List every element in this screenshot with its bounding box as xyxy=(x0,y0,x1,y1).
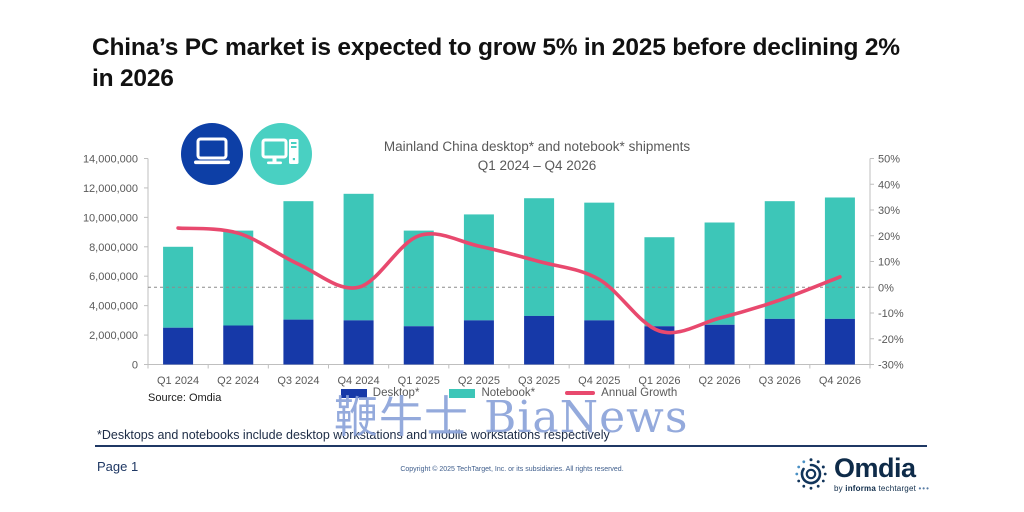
source-note: Source: Omdia xyxy=(148,392,222,404)
tagline-by: by xyxy=(834,484,846,493)
omdia-wordmark: Omdia xyxy=(834,453,916,483)
notebook-bar-segment xyxy=(584,202,615,321)
desktop-bar-segment xyxy=(824,318,855,365)
page-title-line2: in 2026 xyxy=(92,64,174,92)
chart-subtitle: Q1 2024 – Q4 2026 xyxy=(477,157,597,173)
x-axis-label: Q3 2024 xyxy=(277,375,319,387)
footnote: *Desktops and notebooks include desktop … xyxy=(97,428,610,442)
desktop-pc-icon xyxy=(250,123,312,185)
y-right-tick-label: 20% xyxy=(878,231,900,243)
notebook-swatch-icon xyxy=(449,388,476,398)
notebook-bar-segment xyxy=(343,193,374,321)
desktop-bar-segment xyxy=(163,327,194,365)
y-right-tick-label: -20% xyxy=(878,334,904,346)
y-left-tick-label: 2,000,000 xyxy=(89,330,138,342)
desktop-bar-segment xyxy=(343,320,374,365)
page-title-line1: China’s PC market is expected to grow 5%… xyxy=(92,34,900,61)
desktop-swatch-icon xyxy=(340,388,367,398)
chart-legend: Desktop* Notebook* Annual Growth xyxy=(148,387,870,399)
page-title: China’s PC market is expected to grow 5%… xyxy=(92,33,972,94)
notebook-bar-segment xyxy=(644,237,675,327)
legend-item-growth: Annual Growth xyxy=(565,387,677,399)
annual-growth-line xyxy=(176,226,842,335)
legend-label-desktop: Desktop* xyxy=(372,387,420,399)
x-axis-labels: Q1 2024 Q2 2024 Q3 2024 Q4 2024 Q1 2025 Q2 20… xyxy=(157,375,861,387)
legend-label-notebook: Notebook* xyxy=(481,387,536,399)
x-axis-label: Q4 2026 xyxy=(819,375,861,387)
y-left-tick-label: 8,000,000 xyxy=(89,242,138,254)
y-right-tick-label: 40% xyxy=(878,179,900,191)
desktop-bar-segment xyxy=(223,325,254,365)
x-axis-label: Q2 2025 xyxy=(458,375,500,387)
stacked-bars xyxy=(163,193,855,365)
y-right-tick-label: 10% xyxy=(878,257,900,269)
notebook-bar-segment xyxy=(704,222,735,325)
laptop-icon xyxy=(181,123,243,185)
x-axis-label: Q4 2025 xyxy=(578,375,620,387)
copyright-text: Copyright © 2025 TechTarget, Inc. or its… xyxy=(400,466,624,473)
device-icons xyxy=(181,123,312,185)
x-axis-label: Q3 2025 xyxy=(518,375,560,387)
y-right-tick-label: 0% xyxy=(878,282,894,294)
notebook-bar-segment xyxy=(824,197,855,319)
desktop-bar-segment xyxy=(764,318,795,365)
legend-item-desktop: Desktop* xyxy=(340,387,420,399)
y-left-tick-label: 14,000,000 xyxy=(83,154,138,166)
desktop-bar-segment xyxy=(463,320,494,365)
desktop-bar-segment xyxy=(283,319,314,365)
y-left-tick-label: 6,000,000 xyxy=(89,271,138,283)
notebook-bar-segment xyxy=(223,230,254,326)
x-axis-label: Q4 2024 xyxy=(337,375,379,387)
y-right-tick-label: 50% xyxy=(878,154,900,166)
x-axis-label: Q2 2024 xyxy=(217,375,259,387)
page-number: Page 1 xyxy=(97,459,139,474)
desktop-bar-segment xyxy=(704,324,735,365)
x-axis-label: Q3 2026 xyxy=(759,375,801,387)
y-right-tick-label: -10% xyxy=(878,308,904,320)
legend-item-notebook: Notebook* xyxy=(449,387,535,399)
notebook-bar-segment xyxy=(463,214,494,321)
desktop-bar-segment xyxy=(524,315,555,365)
y-left-tick-label: 12,000,000 xyxy=(83,183,138,195)
notebook-bar-segment xyxy=(403,230,434,327)
x-axis-label: Q1 2024 xyxy=(157,375,199,387)
legend-label-growth: Annual Growth xyxy=(601,387,678,399)
y-left-tick-label: 4,000,000 xyxy=(89,301,138,313)
tagline-techtarget: techtarget xyxy=(876,484,919,493)
y-axis-right-labels: -30% -20% -10% 0% 10% 20% 30% 40% 50% xyxy=(870,154,904,372)
y-right-tick-label: 30% xyxy=(878,205,900,217)
footer-divider xyxy=(95,445,927,447)
y-axis-left-labels: 0 2,000,000 4,000,000 6,000,000 8,000,000 10,… xyxy=(83,154,148,372)
desktop-bar-segment xyxy=(584,320,615,365)
axes xyxy=(147,158,871,369)
x-axis-label: Q1 2026 xyxy=(638,375,680,387)
omdia-logo-icon xyxy=(795,458,827,490)
y-left-tick-label: 10,000,000 xyxy=(83,212,138,224)
x-axis-label: Q2 2026 xyxy=(698,375,740,387)
y-left-tick-label: 0 xyxy=(132,360,138,372)
tagline-dots: ••• xyxy=(918,484,930,493)
x-axis-label: Q1 2025 xyxy=(398,375,440,387)
chart-title-block: Mainland China desktop* and notebook* sh… xyxy=(297,138,777,176)
y-right-tick-label: -30% xyxy=(878,360,904,372)
tagline-informa: informa xyxy=(845,484,877,493)
omdia-tagline: by informa techtarget ••• xyxy=(834,484,930,493)
desktop-bar-segment xyxy=(403,326,434,365)
growth-line-swatch-icon xyxy=(565,391,596,395)
omdia-logo: Omdia by informa techtarget ••• xyxy=(794,455,930,493)
chart-title: Mainland China desktop* and notebook* sh… xyxy=(383,139,691,154)
watermark: 鞭牛士 BiaNews xyxy=(334,392,689,443)
